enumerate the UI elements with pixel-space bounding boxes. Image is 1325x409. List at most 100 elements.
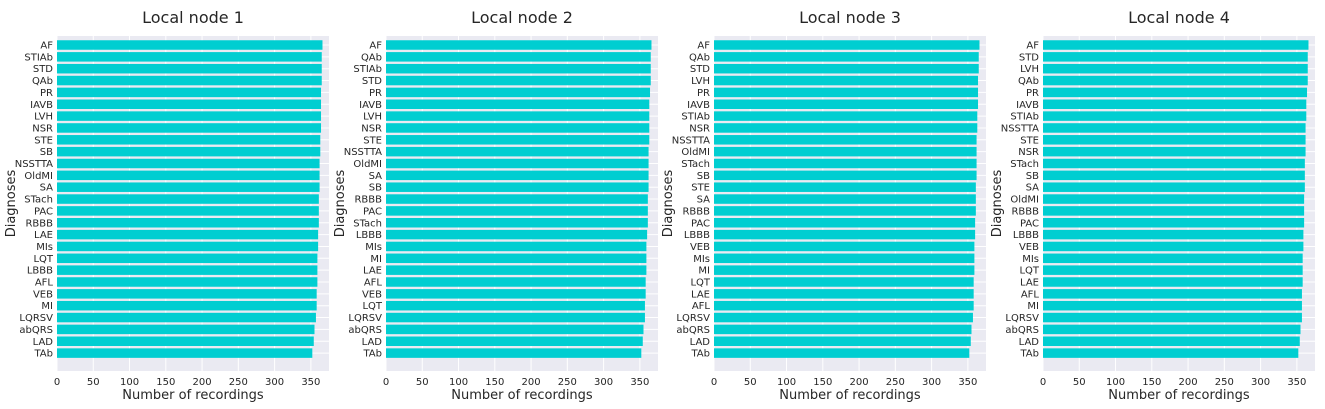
x-tick-label: 200 [193, 377, 212, 388]
chart-panel-3: 0 50 100 150 200 250 300 350AFQAbSTDLVHPRIAVBST… [661, 8, 986, 403]
bar-AF [57, 40, 323, 50]
y-tick-label: TAb [690, 349, 710, 360]
bar-PR [386, 87, 651, 98]
y-tick-label: STD [33, 64, 53, 75]
bar-RBBB [714, 206, 976, 216]
y-tick-label: TAb [33, 349, 53, 360]
x-tick-label: 300 [594, 377, 613, 388]
y-tick-label: NSR [32, 123, 53, 134]
y-tick-label: VEB [690, 242, 710, 253]
y-tick-label: MIs [693, 254, 710, 265]
y-tick-label: LVH [34, 112, 53, 123]
bar-LAE [714, 289, 974, 299]
y-tick-label: MI [370, 254, 382, 265]
y-tick-label: IAVB [30, 100, 53, 111]
bar-LQRSV [57, 312, 316, 323]
x-tick-label: 50 [87, 377, 100, 388]
y-tick-label: AF [40, 41, 53, 52]
y-tick-label: SA [369, 171, 383, 182]
x-axis-label: Number of recordings [122, 388, 264, 403]
bar-IAVB [386, 99, 650, 109]
bar-MI [386, 253, 647, 264]
y-tick-label: LQRSV [1005, 313, 1039, 324]
bar-LQRSV [386, 312, 645, 323]
x-tick-label: 250 [1215, 377, 1234, 388]
y-tick-label: STE [34, 135, 53, 146]
y-tick-label: SA [40, 183, 54, 194]
chart-panel-4: 0 50 100 150 200 250 300 350AFSTDLVHQAbPRIAVBST… [990, 8, 1315, 403]
x-tick-label: 0 [383, 377, 389, 388]
y-tick-label: STIAb [681, 112, 710, 123]
y-tick-label: RBBB [1011, 206, 1039, 217]
bar-STE [714, 182, 976, 192]
y-tick-label: NSR [689, 123, 710, 134]
x-tick-label: 350 [958, 377, 977, 388]
bar-SB [1043, 170, 1305, 181]
x-tick-label: 0 [711, 377, 717, 388]
y-tick-label: LBBB [684, 230, 710, 241]
y-tick-label: LQT [690, 278, 710, 289]
bar-PAC [57, 206, 319, 216]
bar-STIAb [1043, 111, 1307, 121]
x-tick-label: 200 [1179, 377, 1198, 388]
y-tick-label: MI [1027, 301, 1039, 312]
bar-NSR [57, 123, 322, 133]
bar-MI [57, 300, 317, 311]
x-axis-label: Number of recordings [779, 388, 921, 403]
bar-PAC [714, 218, 976, 228]
bar-LAD [1043, 336, 1300, 346]
bar-NSSTTA [57, 158, 320, 169]
y-tick-label: LAD [33, 337, 54, 348]
bar-STach [57, 194, 319, 204]
bar-VEB [386, 289, 646, 299]
y-tick-label: AF [697, 41, 710, 52]
y-tick-label: STIAb [1010, 112, 1039, 123]
x-tick-label: 0 [54, 377, 60, 388]
bar-MIs [386, 241, 647, 252]
bar-STE [1043, 135, 1306, 145]
x-axis-label: Number of recordings [451, 388, 593, 403]
bar-abQRS [714, 324, 972, 335]
y-tick-label: LVH [691, 76, 710, 87]
y-tick-label: OldMI [24, 171, 53, 182]
x-tick-label: 100 [449, 377, 468, 388]
y-tick-label: NSSTTA [672, 135, 710, 146]
y-tick-label: QAb [32, 76, 53, 87]
x-tick-label: 150 [485, 377, 504, 388]
y-tick-label: PAC [363, 206, 382, 217]
y-tick-label: STach [1010, 159, 1039, 170]
bar-VEB [714, 241, 975, 252]
bar-MIs [1043, 253, 1303, 264]
y-axis-label: Diagnoses [4, 169, 19, 237]
bar-QAb [57, 75, 322, 86]
bar-AFL [386, 277, 646, 287]
y-tick-label: STIAb [24, 52, 53, 63]
y-tick-label: AFL [1021, 289, 1040, 300]
bar-STIAb [714, 111, 978, 121]
y-tick-label: VEB [1019, 242, 1039, 253]
y-tick-label: LBBB [27, 266, 53, 277]
y-tick-label: STD [362, 76, 382, 87]
y-tick-label: PR [40, 88, 53, 99]
bar-TAb [714, 348, 970, 358]
bar-NSSTTA [1043, 123, 1306, 133]
y-tick-label: PAC [34, 206, 53, 217]
bar-OldMI [57, 170, 320, 181]
bar-NSR [386, 123, 650, 133]
bar-NSR [1043, 146, 1306, 157]
bar-abQRS [57, 324, 315, 335]
y-tick-label: abQRS [348, 325, 382, 336]
chart-title: Local node 2 [471, 8, 573, 27]
y-tick-label: LAE [691, 289, 710, 300]
y-tick-label: QAb [1018, 76, 1039, 87]
y-tick-label: MIs [36, 242, 53, 253]
y-tick-label: STE [1020, 135, 1039, 146]
y-tick-label: RBBB [354, 195, 382, 206]
bar-AF [1043, 40, 1309, 50]
y-tick-label: AF [369, 41, 382, 52]
bar-LBBB [57, 265, 318, 275]
y-tick-label: NSR [1018, 147, 1039, 158]
x-tick-label: 350 [630, 377, 649, 388]
y-tick-label: AF [1026, 41, 1039, 52]
